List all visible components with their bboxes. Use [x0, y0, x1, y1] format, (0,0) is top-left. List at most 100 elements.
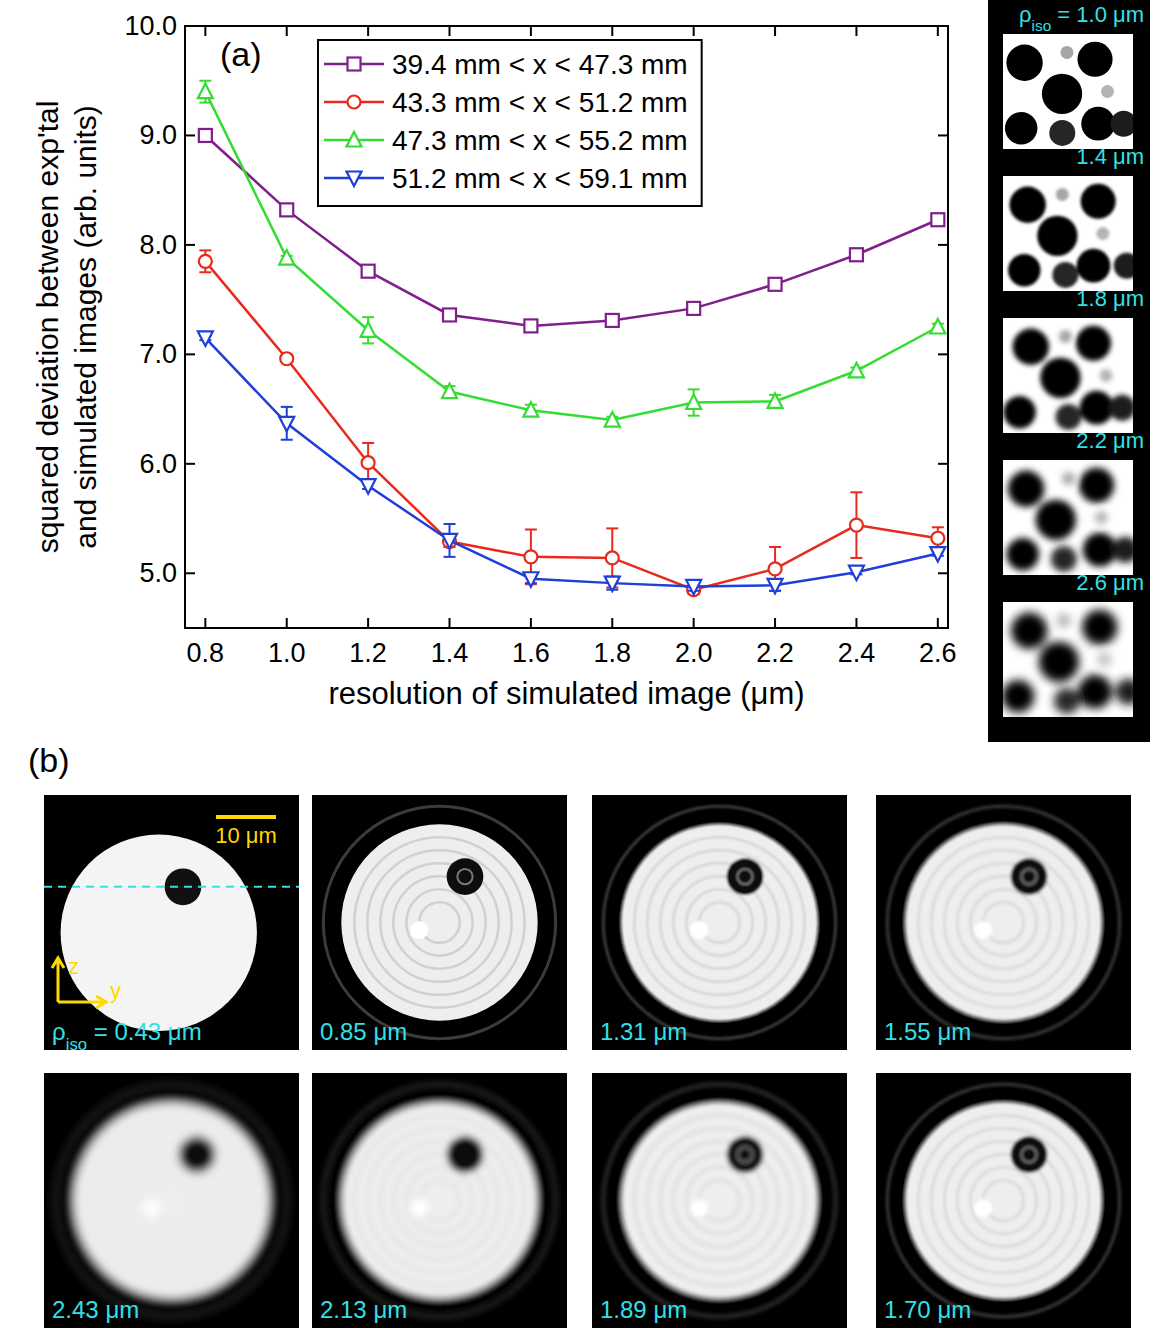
dark-ring — [336, 819, 542, 1025]
error-cap — [444, 556, 456, 558]
x-tick-top — [774, 26, 776, 36]
disc — [73, 1102, 269, 1298]
halo-ring — [887, 806, 1119, 1038]
particle — [1049, 120, 1075, 146]
y-tick-right — [938, 572, 948, 574]
blobs — [1003, 326, 1133, 430]
blurred — [323, 806, 555, 1038]
axis-name: y — [110, 978, 121, 1003]
particle — [1083, 533, 1117, 567]
sim-image — [1003, 176, 1133, 291]
ring — [406, 889, 472, 955]
marker — [442, 384, 457, 399]
error-bar — [932, 527, 944, 549]
marker — [605, 577, 620, 592]
dark-ring — [616, 1097, 822, 1303]
x-tick — [286, 618, 288, 628]
dark-ring — [68, 1097, 274, 1303]
scale-bar — [216, 815, 276, 819]
particle — [1013, 329, 1049, 365]
error-cap — [281, 439, 293, 441]
inclusion-ring — [737, 1147, 752, 1162]
recon-image — [876, 795, 1131, 1050]
particle — [1095, 511, 1108, 524]
blobs — [1003, 610, 1133, 714]
halo-ring — [323, 1084, 555, 1316]
error-cap — [362, 316, 374, 318]
halo-ring — [323, 806, 555, 1038]
bright-spot — [410, 921, 428, 939]
marker — [930, 547, 945, 562]
x-tick-label: 0.8 — [187, 638, 225, 668]
plot-frame — [185, 26, 948, 628]
particle — [1081, 184, 1116, 219]
image-ground — [592, 1073, 847, 1328]
marker — [931, 213, 944, 226]
ring — [970, 1167, 1036, 1233]
resolution-label: 1.89 μm — [600, 1296, 687, 1323]
particle — [1076, 326, 1111, 361]
error-cap — [199, 271, 211, 273]
x-tick-label: 2.2 — [756, 638, 794, 668]
ring — [86, 1115, 256, 1285]
series — [199, 250, 944, 596]
recon-image — [592, 1073, 847, 1328]
error-cap — [525, 528, 537, 530]
halo-ring — [887, 1084, 1119, 1316]
ring — [686, 889, 752, 955]
particle — [1060, 46, 1073, 59]
y-tick-right — [938, 463, 948, 465]
series-line — [205, 338, 937, 586]
particle — [1009, 187, 1045, 223]
blurred — [603, 1084, 835, 1316]
x-tick-label: 2.0 — [675, 638, 713, 668]
resolution-label: 2.2 μm — [1076, 428, 1144, 453]
y-tick — [185, 244, 195, 246]
particle — [1062, 472, 1075, 485]
recon-image — [44, 1073, 299, 1328]
particle — [1003, 680, 1034, 713]
image-ground — [1003, 176, 1133, 291]
particle — [1111, 111, 1133, 137]
x-tick-top — [937, 26, 939, 36]
marker — [523, 402, 538, 417]
marker — [362, 265, 375, 278]
bright-spot — [690, 921, 708, 939]
marker — [362, 456, 375, 469]
blobs — [1007, 468, 1133, 572]
marker — [769, 278, 782, 291]
resolution-label: 1.55 μm — [884, 1018, 971, 1045]
y-tick-label: 10.0 — [124, 11, 177, 41]
ring — [970, 889, 1036, 955]
particle — [1003, 396, 1036, 429]
y-tick — [185, 134, 195, 136]
marker — [686, 580, 701, 595]
marker — [279, 417, 294, 432]
resolution-label: 1.8 μm — [1076, 286, 1144, 311]
marker — [524, 319, 537, 332]
inclusion — [1011, 858, 1048, 895]
marker — [850, 248, 863, 261]
sim-image — [1003, 602, 1133, 717]
y-tick-label: 7.0 — [139, 339, 177, 369]
inclusion — [1011, 1136, 1048, 1173]
halo-ring — [603, 806, 835, 1038]
marker — [524, 550, 537, 563]
marker — [442, 534, 457, 549]
disc — [905, 824, 1101, 1020]
recon-image — [876, 1073, 1131, 1328]
marker — [361, 322, 376, 337]
y-tick — [185, 572, 195, 574]
ring — [634, 1115, 804, 1285]
x-tick-top — [449, 26, 451, 36]
y-tick-right — [938, 353, 948, 355]
dark-ring — [336, 1097, 542, 1303]
error-bar — [199, 250, 211, 272]
particle — [1096, 227, 1109, 240]
ring — [354, 1115, 524, 1285]
marker — [443, 308, 456, 321]
halo-ring — [603, 1084, 835, 1316]
ring — [419, 902, 459, 942]
particle — [1082, 610, 1117, 645]
marker — [930, 319, 945, 334]
